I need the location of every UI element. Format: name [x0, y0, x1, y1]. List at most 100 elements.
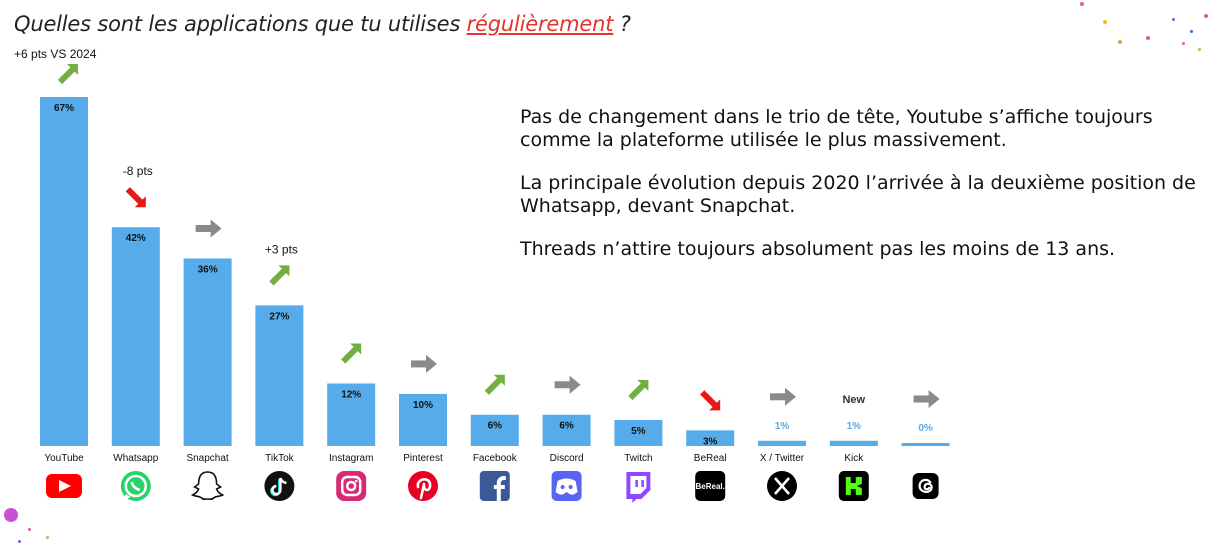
discord-icon-part: [568, 485, 573, 489]
trend-arrow-head: [67, 64, 78, 75]
category-label-11: Kick: [844, 453, 864, 464]
commentary-paragraph-3: Threads n’attire toujours absolument pas…: [520, 238, 1116, 260]
confetti-dot: [1118, 40, 1122, 44]
tiktok-icon: [264, 471, 295, 501]
data-label-11: 1%: [847, 421, 862, 432]
confetti-dot: [1204, 14, 1208, 18]
category-label-3: TikTok: [265, 453, 295, 464]
snapchat-icon-part: [190, 471, 225, 501]
bar-5: [399, 393, 447, 446]
trend-arrow-shaft: [484, 377, 502, 395]
trend-label-1: -8 pts: [123, 164, 153, 178]
title-prefix: Quelles sont les applications que tu uti…: [14, 12, 467, 36]
trend-arrow-flat-12: [913, 390, 940, 408]
chart-title: Quelles sont les applications que tu uti…: [14, 12, 631, 36]
category-label-1: Whatsapp: [113, 453, 158, 464]
trend-arrow-flat-5: [411, 354, 437, 373]
confetti-dot: [1190, 30, 1193, 33]
facebook-icon-part: [493, 476, 506, 501]
confetti-dot: [1172, 18, 1175, 21]
title-highlight: régulièrement: [466, 12, 614, 36]
category-label-4: Instagram: [329, 453, 373, 464]
trend-arrow-up-8: [628, 379, 649, 401]
trend-label-3: +3 pts: [265, 242, 298, 256]
data-label-8: 5%: [631, 426, 646, 437]
confetti-dot: [4, 508, 18, 522]
data-label-9: 3%: [703, 436, 718, 447]
bar-7: [542, 414, 591, 446]
data-label-2: 36%: [198, 264, 218, 275]
data-label-1: 42%: [126, 233, 146, 244]
kick-icon-part: [845, 477, 862, 495]
trend-new-label: New: [842, 394, 865, 406]
bereal-icon-part: [695, 471, 726, 501]
trend-arrow-shaft: [195, 224, 212, 232]
trend-arrow-down-9: [700, 390, 721, 411]
instagram-icon-part: [340, 475, 362, 497]
trend-arrow-head: [709, 399, 721, 411]
trend-arrow-head: [637, 379, 649, 391]
discord-icon-part: [560, 485, 565, 489]
category-label-5: Pinterest: [403, 453, 443, 464]
trend-arrow-flat-2: [195, 219, 222, 238]
discord-icon-part: [555, 478, 578, 495]
whatsapp-icon-part: [124, 474, 148, 498]
chart-subtitle: +6 pts VS 2024: [14, 47, 97, 61]
data-label-12: 0%: [918, 423, 933, 434]
title-suffix: ?: [613, 12, 631, 36]
commentary: Pas de changement dans le trio de tête, …: [520, 106, 1210, 281]
trend-arrow-shaft: [700, 390, 718, 408]
confetti-dot: [1182, 42, 1185, 45]
bar-0: [40, 97, 88, 446]
category-label-10: X / Twitter: [760, 453, 805, 464]
trend-arrow-shaft: [57, 66, 76, 85]
trend-arrow-head: [278, 265, 290, 277]
instagram-icon-part: [336, 471, 367, 501]
confetti-dot: [1146, 36, 1150, 40]
threads-icon: [912, 473, 939, 499]
bereal-icon-label: BeReal.: [696, 482, 725, 491]
bar-8: [614, 419, 663, 446]
data-label-0: 67%: [54, 103, 74, 114]
confetti-dot: [1103, 20, 1107, 24]
bar-1: [111, 227, 160, 446]
trend-arrow-down-1: [125, 187, 146, 208]
twitch-icon-part: [641, 480, 644, 487]
category-label-6: Facebook: [473, 453, 518, 464]
trend-arrow-shaft: [411, 360, 427, 368]
category-label-9: BeReal: [694, 453, 727, 464]
data-label-6: 6%: [488, 421, 503, 432]
bar-12: [901, 443, 950, 446]
trend-arrow-up-0: [57, 64, 78, 85]
instagram-icon: [336, 471, 367, 501]
trend-arrow-up-3: [269, 265, 290, 286]
trend-arrow-head: [569, 375, 581, 394]
x-twitter-icon-part: [774, 477, 790, 495]
trend-arrow-shaft: [125, 187, 143, 205]
category-label-8: Twitch: [624, 453, 652, 464]
trend-arrow-head: [493, 374, 505, 386]
commentary-paragraph-2: La principale évolution depuis 2020 l’ar…: [520, 172, 1196, 217]
bar-6: [470, 414, 519, 446]
trend-arrow-head: [785, 387, 796, 406]
trend-arrow-shaft: [770, 393, 786, 401]
trend-arrow-head: [426, 354, 437, 373]
bereal-icon: BeReal.: [695, 471, 726, 501]
instagram-icon-part: [354, 479, 358, 483]
data-label-10: 1%: [775, 421, 790, 432]
whatsapp-icon: [120, 471, 151, 501]
trend-arrow-shaft: [341, 346, 359, 364]
bar-4: [327, 383, 376, 446]
category-label-2: Snapchat: [186, 453, 228, 464]
tiktok-icon-part: [271, 477, 287, 496]
whatsapp-icon-part: [123, 494, 131, 500]
trend-arrow-shaft: [554, 381, 571, 389]
trend-arrow-shaft: [269, 268, 287, 286]
bar-10: [758, 440, 806, 446]
trend-arrow-shaft: [628, 382, 646, 401]
data-label-4: 12%: [341, 389, 361, 400]
discord-icon: [551, 471, 582, 501]
pinterest-icon: [408, 471, 438, 501]
twitch-icon-part: [635, 480, 638, 487]
